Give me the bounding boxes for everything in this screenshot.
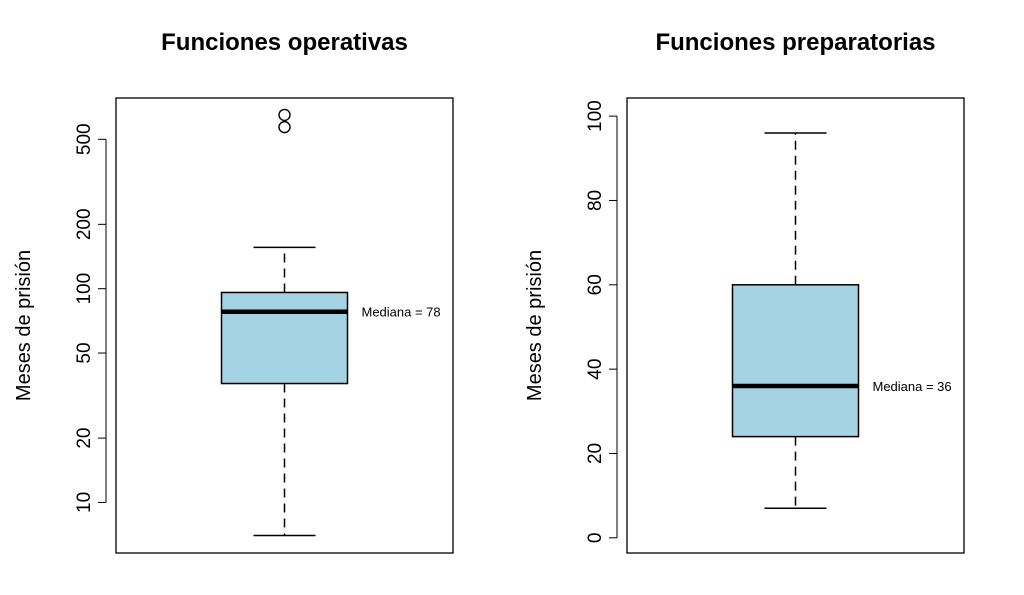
y-tick-label: 100 xyxy=(74,273,95,305)
y-tick-label: 10 xyxy=(74,492,95,513)
outlier-point xyxy=(278,108,291,122)
y-tick-label: 500 xyxy=(74,123,95,155)
y-tick-label: 20 xyxy=(585,443,606,464)
y-axis-label: Meses de prisión xyxy=(524,250,546,401)
box-iqr xyxy=(220,291,349,385)
chart-title: Funciones preparatorias xyxy=(655,29,935,56)
y-tick-label: 20 xyxy=(74,428,95,449)
outlier-point xyxy=(278,120,291,134)
chart-title: Funciones operativas xyxy=(161,29,408,56)
y-tick-label: 80 xyxy=(585,190,606,211)
y-tick-label: 200 xyxy=(74,208,95,240)
panel-1: Funciones operativas Meses de prisión 10 20… xyxy=(13,29,454,554)
y-tick-label: 40 xyxy=(585,359,606,380)
y-tick-label: 50 xyxy=(74,342,95,363)
plot-frame xyxy=(626,97,965,554)
y-tick-label: 100 xyxy=(585,100,606,132)
y-tick-label: 60 xyxy=(585,274,606,295)
median-annotation: Mediana = 36 xyxy=(873,379,952,394)
panel-2: Funciones preparatorias Meses de prisión 0… xyxy=(524,29,965,554)
median-annotation: Mediana = 78 xyxy=(362,305,441,320)
plot-frame xyxy=(115,97,454,554)
y-tick-label: 0 xyxy=(585,533,606,544)
y-axis-label: Meses de prisión xyxy=(13,250,35,401)
box-iqr xyxy=(731,284,860,438)
